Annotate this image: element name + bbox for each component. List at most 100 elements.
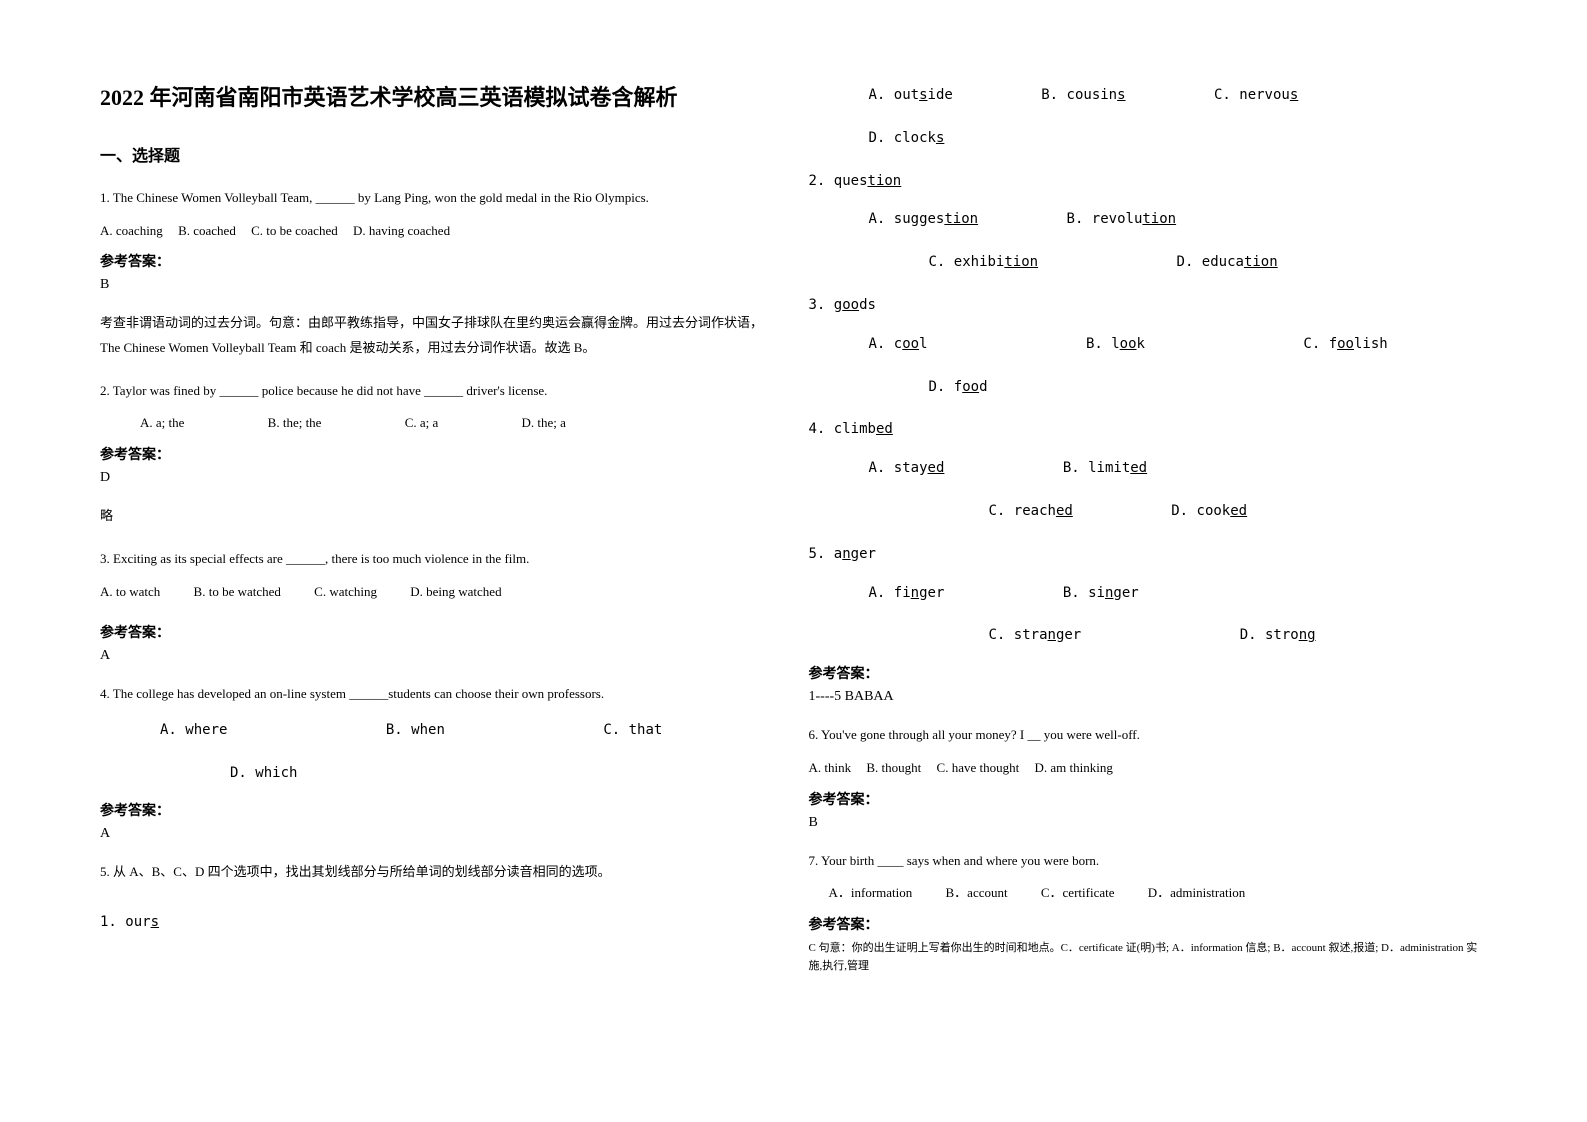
right-column: A. outside B. cousins C. nervous D. cloc… (809, 80, 1488, 993)
q7-answer-label: 参考答案： (809, 914, 1488, 934)
p5-optD: D. strong (1240, 620, 1316, 651)
phon-q3: 3. goods (809, 290, 1488, 321)
p1-optC: C. nervous (1214, 80, 1298, 111)
p4-optA: A. stayed (869, 453, 945, 484)
q7-optB: B．account (946, 881, 1008, 906)
p5-optB: B. singer (1063, 578, 1139, 609)
q7-optD: D．administration (1148, 881, 1246, 906)
q2-optC: C. a; a (405, 411, 439, 436)
left-column: 2022 年河南省南阳市英语艺术学校高三英语模拟试卷含解析 一、选择题 1. T… (100, 80, 779, 993)
p3-optD: D. food (929, 379, 988, 395)
q2-options: A. a; the B. the; the C. a; a D. the; a (100, 411, 779, 436)
p5-u: n (842, 546, 850, 562)
q1-optD: D. having coached (353, 219, 450, 244)
q6-answer: B (809, 815, 1488, 831)
q6-optB: B. thought (866, 756, 921, 781)
q3-text: Exciting as its special effects are ____… (113, 551, 529, 566)
p5-opts-row2: C. stranger D. strong (809, 620, 1488, 651)
q6-optD: D. am thinking (1034, 756, 1112, 781)
p3-post: ds (859, 297, 876, 313)
p2-opts-row2: C. exhibition D. education (809, 247, 1488, 278)
q6-optC: C. have thought (937, 756, 1020, 781)
q2-explain: 略 (100, 504, 779, 529)
p3-opts-row1: A. cool B. look C. foolish (809, 329, 1488, 360)
question-4: 4. The college has developed an on-line … (100, 682, 779, 707)
q5-text: 从 A、B、C、D 四个选项中，找出其划线部分与所给单词的划线部分读音相同的选项… (113, 864, 611, 879)
p1-num: 1. (100, 914, 117, 930)
p5-post: ger (851, 546, 876, 562)
q1-answer: B (100, 277, 779, 293)
q6-num: 6. (809, 727, 819, 742)
q3-options: A. to watch B. to be watched C. watching… (100, 580, 779, 605)
q6-answer-label: 参考答案： (809, 789, 1488, 809)
p4-u: ed (876, 421, 893, 437)
q1-optC: C. to be coached (251, 219, 338, 244)
p1-optA: A. outside (869, 80, 953, 111)
p1-optB: B. cousins (1041, 80, 1125, 111)
p5-optC: C. stranger (989, 620, 1082, 651)
q1-options: A. coaching B. coached C. to be coached … (100, 219, 779, 244)
p3-opts-row2: D. food (809, 372, 1488, 403)
p2-pre: ques (834, 173, 868, 189)
q3-num: 3. (100, 551, 110, 566)
q3-optC: C. watching (314, 580, 377, 605)
p2-opts-row1: A. suggestion B. revolution (809, 204, 1488, 235)
q3-optB: B. to be watched (194, 580, 281, 605)
q7-optC: C．certificate (1041, 881, 1115, 906)
p4-optD: D. cooked (1171, 496, 1247, 527)
q4-optD: D. which (230, 765, 297, 781)
q7-text: Your birth ____ says when and where you … (821, 853, 1099, 868)
q5-intro: 5. 从 A、B、C、D 四个选项中，找出其划线部分与所给单词的划线部分读音相同… (100, 860, 779, 885)
q4-answer: A (100, 826, 779, 842)
q5-answer-label: 参考答案： (809, 663, 1488, 683)
q2-answer-label: 参考答案： (100, 444, 779, 464)
p5-opts-row1: A. finger B. singer (809, 578, 1488, 609)
p1-opts-row1: A. outside B. cousins C. nervous (809, 80, 1488, 111)
q4-text: The college has developed an on-line sys… (113, 686, 604, 701)
p1-u: s (151, 914, 159, 930)
q7-answer: C 句意：你的出生证明上写着你出生的时间和地点。C．certificate 证(… (809, 940, 1488, 975)
q4-num: 4. (100, 686, 110, 701)
p2-optA: A. suggestion (869, 204, 979, 235)
q4-optA: A. where (160, 715, 227, 746)
question-1: 1. The Chinese Women Volleyball Team, __… (100, 186, 779, 211)
p5-num: 5. (809, 546, 826, 562)
q1-optB: B. coached (178, 219, 236, 244)
p2-optC: C. exhibition (929, 247, 1039, 278)
p2-u: tion (868, 173, 902, 189)
q7-optA: A．information (829, 881, 913, 906)
phon-q2: 2. question (809, 166, 1488, 197)
q4-answer-label: 参考答案： (100, 800, 779, 820)
q2-optA: A. a; the (140, 411, 184, 436)
p3-optB: B. look (1086, 329, 1145, 360)
p4-opts-row2: C. reached D. cooked (809, 496, 1488, 527)
q7-num: 7. (809, 853, 819, 868)
p1-optD: D. clocks (869, 130, 945, 146)
q3-optA: A. to watch (100, 580, 160, 605)
q2-optD: D. the; a (522, 411, 566, 436)
q1-text: The Chinese Women Volleyball Team, _____… (113, 190, 649, 205)
p4-opts-row1: A. stayed B. limited (809, 453, 1488, 484)
q1-optA: A. coaching (100, 219, 163, 244)
q5-answer: 1----5 BABAA (809, 689, 1488, 705)
q6-options: A. think B. thought C. have thought D. a… (809, 756, 1488, 781)
q4-options-row1: A. where B. when C. that (100, 715, 779, 746)
q1-num: 1. (100, 190, 110, 205)
q3-answer-label: 参考答案： (100, 622, 779, 642)
q5-num: 5. (100, 864, 110, 879)
question-3: 3. Exciting as its special effects are _… (100, 547, 779, 572)
phon-q4: 4. climbed (809, 414, 1488, 445)
p3-num: 3. (809, 297, 826, 313)
p4-optB: B. limited (1063, 453, 1147, 484)
p4-pre: climb (834, 421, 876, 437)
p3-optC: C. foolish (1303, 329, 1387, 360)
q4-optB: B. when (386, 715, 445, 746)
q2-num: 2. (100, 383, 110, 398)
p4-optC: C. reached (989, 496, 1073, 527)
p3-u: oo (842, 297, 859, 313)
p1-pre: our (125, 914, 150, 930)
q6-optA: A. think (809, 756, 852, 781)
question-7: 7. Your birth ____ says when and where y… (809, 849, 1488, 874)
question-2: 2. Taylor was fined by ______ police bec… (100, 379, 779, 404)
p1-opts-row2: D. clocks (809, 123, 1488, 154)
